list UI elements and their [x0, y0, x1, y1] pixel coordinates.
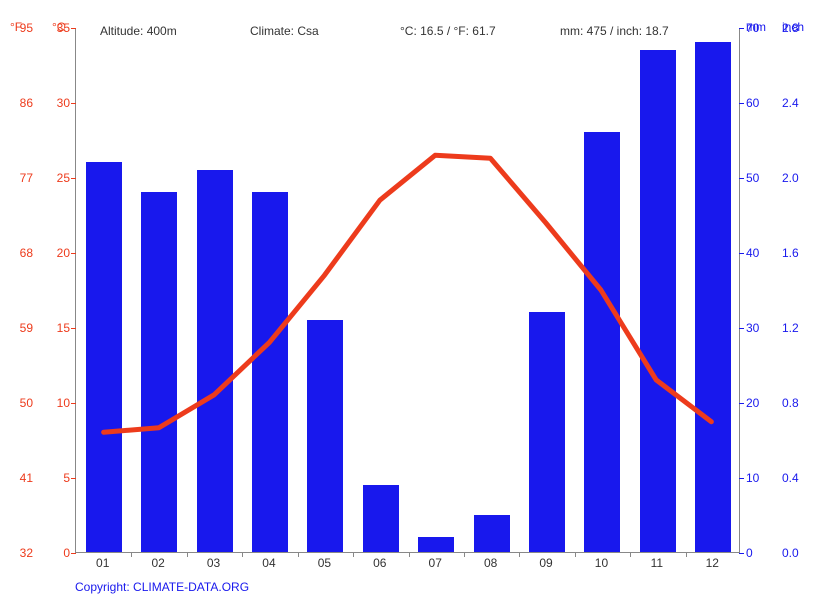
y-label-f: 86	[8, 96, 33, 110]
plot-area	[75, 28, 740, 553]
copyright-text: Copyright: CLIMATE-DATA.ORG	[75, 580, 249, 594]
y-label-inch: 0.8	[782, 396, 799, 410]
y-label-f: 95	[8, 21, 33, 35]
y-label-f: 41	[8, 471, 33, 485]
y-label-c: 0	[50, 546, 70, 560]
precip-bar	[252, 192, 288, 552]
x-label-month: 09	[526, 556, 566, 570]
y-label-inch: 2.8	[782, 21, 799, 35]
y-label-c: 15	[50, 321, 70, 335]
y-label-c: 25	[50, 171, 70, 185]
x-label-month: 12	[692, 556, 732, 570]
precip-bar	[307, 320, 343, 553]
y-label-inch: 0.0	[782, 546, 799, 560]
y-label-inch: 1.2	[782, 321, 799, 335]
y-label-inch: 0.4	[782, 471, 799, 485]
y-label-inch: 2.0	[782, 171, 799, 185]
y-label-mm: 10	[746, 471, 759, 485]
y-label-c: 30	[50, 96, 70, 110]
y-label-mm: 50	[746, 171, 759, 185]
y-label-f: 77	[8, 171, 33, 185]
precip-bar	[584, 132, 620, 552]
y-label-c: 20	[50, 246, 70, 260]
x-label-month: 04	[249, 556, 289, 570]
y-label-f: 32	[8, 546, 33, 560]
precip-bar	[418, 537, 454, 552]
x-label-month: 11	[637, 556, 677, 570]
precip-bar	[363, 485, 399, 553]
y-label-inch: 1.6	[782, 246, 799, 260]
x-label-month: 05	[304, 556, 344, 570]
x-label-month: 10	[581, 556, 621, 570]
x-label-month: 06	[360, 556, 400, 570]
y-label-mm: 30	[746, 321, 759, 335]
x-label-month: 01	[83, 556, 123, 570]
y-label-mm: 0	[746, 546, 753, 560]
y-label-mm: 70	[746, 21, 759, 35]
y-label-f: 59	[8, 321, 33, 335]
x-label-month: 07	[415, 556, 455, 570]
y-label-c: 35	[50, 21, 70, 35]
precip-bar	[640, 50, 676, 553]
x-label-month: 03	[194, 556, 234, 570]
y-label-mm: 60	[746, 96, 759, 110]
precip-bar	[86, 162, 122, 552]
precip-bar	[529, 312, 565, 552]
y-label-f: 50	[8, 396, 33, 410]
x-label-month: 02	[138, 556, 178, 570]
x-label-month: 08	[471, 556, 511, 570]
y-label-mm: 40	[746, 246, 759, 260]
y-label-c: 10	[50, 396, 70, 410]
y-label-inch: 2.4	[782, 96, 799, 110]
y-label-mm: 20	[746, 396, 759, 410]
precip-bar	[197, 170, 233, 553]
y-label-f: 68	[8, 246, 33, 260]
precip-bar	[474, 515, 510, 553]
precip-bar	[141, 192, 177, 552]
precip-bar	[695, 42, 731, 552]
y-label-c: 5	[50, 471, 70, 485]
